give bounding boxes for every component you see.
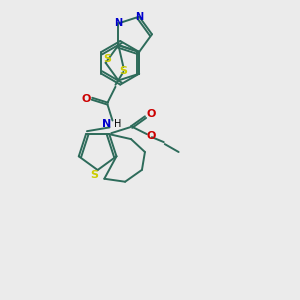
Text: N: N <box>102 119 111 129</box>
Text: O: O <box>81 94 90 104</box>
Text: N: N <box>135 12 143 22</box>
Text: N: N <box>114 18 122 28</box>
Text: H: H <box>114 119 121 129</box>
Text: S: S <box>103 54 112 64</box>
Text: S: S <box>119 66 128 76</box>
Text: O: O <box>146 110 156 119</box>
Text: O: O <box>146 131 156 141</box>
Text: S: S <box>91 170 99 180</box>
